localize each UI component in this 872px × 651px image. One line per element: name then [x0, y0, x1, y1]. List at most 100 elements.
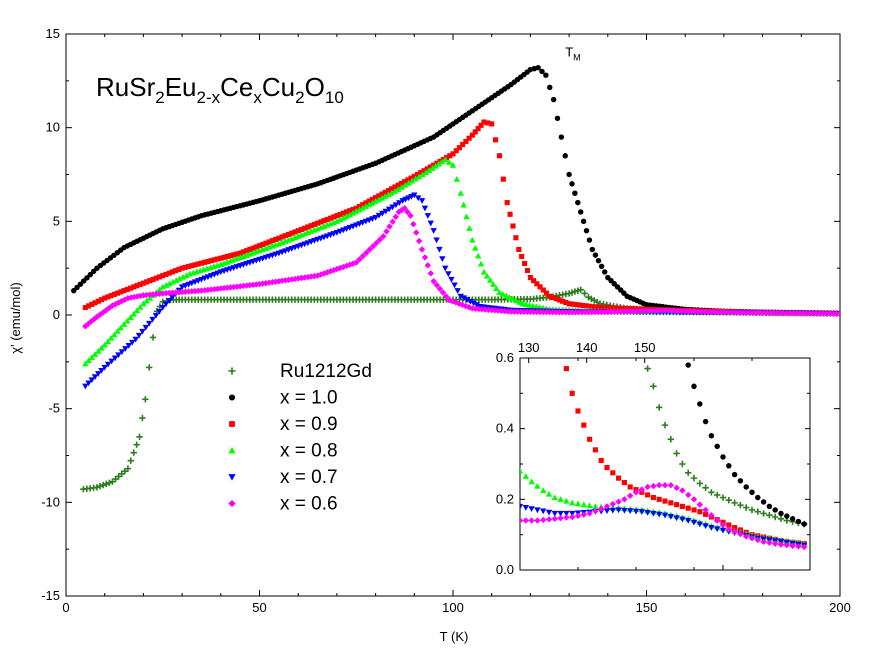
inset-y-tick-label: 0.0: [496, 562, 514, 577]
data-point: [169, 278, 177, 285]
inset-data-point: [592, 447, 598, 453]
inset-data-point: [772, 507, 778, 513]
data-point: [99, 481, 107, 489]
inset-data-point: [679, 516, 686, 523]
inset-data-point: [685, 362, 691, 368]
data-point: [244, 248, 250, 254]
inset-data-point: [587, 436, 593, 442]
data-point: [147, 278, 153, 284]
legend-label: x = 0.9: [280, 414, 338, 435]
tm-annotation: TM: [565, 44, 580, 62]
data-point: [378, 194, 386, 201]
data-point: [418, 198, 426, 204]
inset-data-point: [563, 510, 570, 517]
data-point: [87, 318, 95, 325]
data-point: [360, 202, 366, 208]
data-point: [823, 310, 830, 317]
inset-data-point: [656, 511, 663, 518]
data-point: [820, 310, 827, 317]
data-point: [569, 181, 575, 187]
data-point: [375, 212, 383, 219]
data-point: [176, 266, 182, 272]
data-point: [790, 310, 797, 317]
data-point: [776, 309, 784, 317]
data-point: [182, 264, 188, 270]
data-point: [649, 307, 657, 314]
data-point: [540, 287, 546, 293]
data-point: [179, 265, 185, 271]
data-point: [372, 198, 379, 204]
inset-data-point: [714, 517, 721, 524]
data-point: [527, 274, 533, 281]
inset-data-point: [557, 510, 564, 517]
data-point: [604, 305, 610, 311]
inset-data-point: [545, 509, 553, 516]
data-point: [418, 246, 426, 253]
data-point: [447, 153, 453, 159]
data-point: [474, 252, 482, 259]
data-point: [369, 196, 375, 202]
data-point: [156, 308, 163, 315]
inset-data-point: [656, 496, 662, 502]
data-point: [780, 309, 787, 317]
data-point: [421, 254, 429, 261]
data-point: [418, 170, 424, 176]
legend-marker: [229, 421, 235, 427]
data-point: [421, 205, 429, 212]
data-point: [433, 281, 440, 289]
data-point: [146, 364, 153, 371]
inset-data-point: [586, 502, 593, 509]
data-point: [250, 245, 256, 251]
data-point: [598, 263, 605, 270]
data-point: [95, 348, 102, 354]
data-point: [149, 334, 157, 341]
inset-data-point: [592, 507, 599, 515]
inset-data-point: [795, 543, 802, 550]
inset-data-point: [528, 506, 535, 512]
data-point: [331, 214, 337, 220]
inset-data-point: [540, 487, 547, 494]
data-point: [607, 305, 613, 311]
data-point: [159, 283, 166, 290]
legend: Ru1212Gd x = 1.0 x = 0.9 x = 0.8 x = 0.7 x = …: [228, 361, 372, 515]
y-tick-label: 15: [46, 26, 60, 41]
data-point: [714, 308, 721, 316]
data-point: [198, 260, 205, 266]
inset-data-point: [754, 508, 761, 515]
data-point: [553, 296, 559, 302]
legend-marker: [228, 474, 236, 481]
data-point: [240, 249, 246, 255]
inset-data-point: [690, 496, 698, 503]
data-point: [398, 180, 404, 187]
data-point: [581, 290, 588, 297]
inset-data-point: [522, 505, 529, 511]
data-point: [382, 193, 389, 199]
data-point: [477, 260, 485, 267]
inset-series-5: [520, 482, 808, 551]
inset-top-tick-label: 130: [518, 340, 540, 355]
data-point: [453, 175, 461, 182]
data-point: [594, 304, 600, 310]
data-point: [136, 303, 144, 310]
data-point: [665, 307, 673, 314]
data-point: [583, 227, 590, 234]
inset-data-point: [679, 487, 686, 494]
legend-entry: x = 0.7: [228, 467, 338, 488]
data-point: [86, 303, 92, 309]
data-point: [340, 214, 347, 221]
data-point: [685, 308, 692, 315]
data-point: [830, 310, 837, 317]
data-point: [372, 215, 379, 221]
data-point: [454, 288, 461, 294]
data-point: [478, 122, 484, 128]
data-point: [430, 228, 437, 234]
inset-data-point: [685, 469, 692, 477]
data-point: [379, 210, 386, 217]
data-point: [595, 257, 602, 264]
inset-data-point: [772, 540, 779, 547]
data-point: [816, 310, 824, 317]
legend-entry: Ru1212Gd: [228, 361, 372, 382]
data-point: [385, 191, 392, 198]
data-point: [356, 256, 363, 263]
